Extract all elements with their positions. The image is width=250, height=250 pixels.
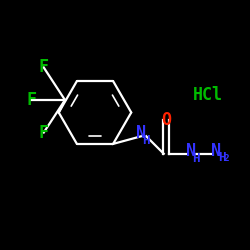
Text: F: F	[39, 58, 49, 76]
Text: F: F	[39, 124, 49, 142]
Text: H: H	[142, 134, 150, 147]
Text: N: N	[211, 142, 221, 160]
Text: O: O	[161, 111, 171, 129]
Text: HCl: HCl	[192, 86, 222, 104]
Text: N: N	[136, 124, 146, 142]
Text: N: N	[186, 142, 196, 160]
Text: F: F	[26, 91, 36, 109]
Text: 2: 2	[224, 154, 230, 163]
Text: H: H	[218, 151, 226, 164]
Text: H: H	[192, 152, 200, 165]
